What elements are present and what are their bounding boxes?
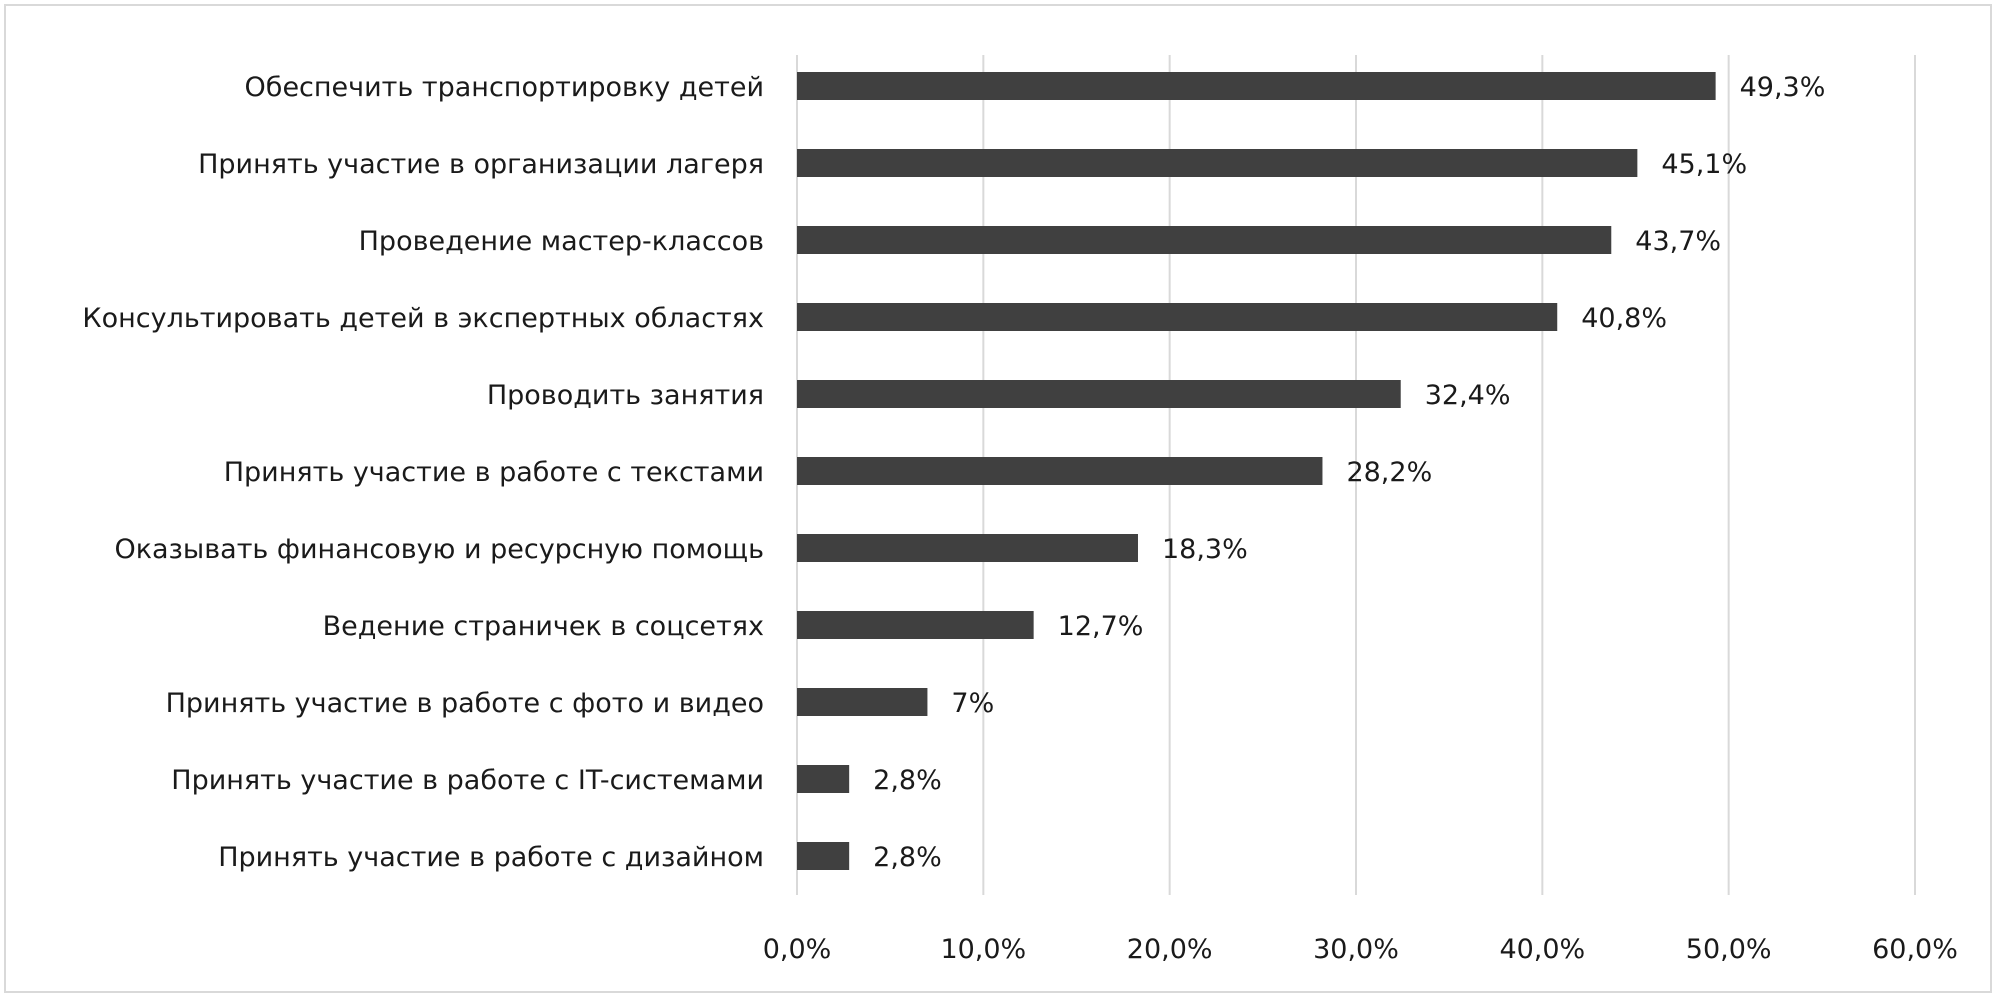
category-label: Принять участие в работе с дизайном: [218, 842, 764, 873]
data-label: 12,7%: [1058, 611, 1144, 642]
category-label: Консультировать детей в экспертных облас…: [82, 303, 764, 334]
bar: [797, 534, 1138, 562]
data-label: 2,8%: [873, 842, 942, 873]
bars: [797, 72, 1716, 870]
x-tick-label: 10,0%: [940, 934, 1026, 965]
data-label: 2,8%: [873, 765, 942, 796]
bar: [797, 765, 850, 793]
category-label: Проводить занятия: [487, 380, 764, 411]
category-label: Проведение мастер-классов: [359, 226, 764, 257]
data-label: 7%: [951, 688, 994, 719]
x-tick-label: 40,0%: [1499, 934, 1585, 965]
x-tick-label: 30,0%: [1313, 934, 1399, 965]
category-label: Обеспечить транспортировку детей: [245, 72, 764, 103]
data-label: 32,4%: [1425, 380, 1511, 411]
data-label: 18,3%: [1162, 534, 1248, 565]
bar: [797, 149, 1638, 177]
bar: [797, 303, 1558, 331]
category-label: Принять участие в работе с фото и видео: [166, 688, 764, 719]
bar: [797, 380, 1401, 408]
data-label: 40,8%: [1581, 303, 1667, 334]
x-axis-tick-labels: 0,0% 10,0% 20,0% 30,0% 40,0% 50,0% 60,0%: [763, 934, 1958, 965]
gridlines: [796, 55, 1916, 895]
category-label: Принять участие в работе с текстами: [224, 457, 764, 488]
bar: [797, 611, 1034, 639]
x-tick-label: 60,0%: [1872, 934, 1958, 965]
x-tick-label: 50,0%: [1686, 934, 1772, 965]
data-label: 43,7%: [1635, 226, 1721, 257]
data-labels: 49,3% 45,1% 43,7% 40,8% 32,4% 28,2% 18,3% 12,7%…: [873, 72, 1825, 873]
x-tick-label: 0,0%: [763, 934, 832, 965]
category-label: Оказывать финансовую и ресурсную помощь: [114, 534, 764, 565]
category-label: Принять участие в организации лагеря: [198, 149, 764, 180]
bar: [797, 457, 1323, 485]
bar: [797, 688, 928, 716]
bar: [797, 842, 850, 870]
data-label: 28,2%: [1346, 457, 1432, 488]
data-label: 45,1%: [1661, 149, 1747, 180]
category-label: Ведение страничек в соцсетях: [323, 611, 764, 642]
bar: [797, 226, 1612, 254]
x-tick-label: 20,0%: [1127, 934, 1213, 965]
data-label: 49,3%: [1740, 72, 1826, 103]
bar: [797, 72, 1716, 100]
category-label: Принять участие в работе с IT-системами: [171, 765, 764, 796]
category-labels: Обеспечить транспортировку детей Принять …: [82, 72, 764, 873]
